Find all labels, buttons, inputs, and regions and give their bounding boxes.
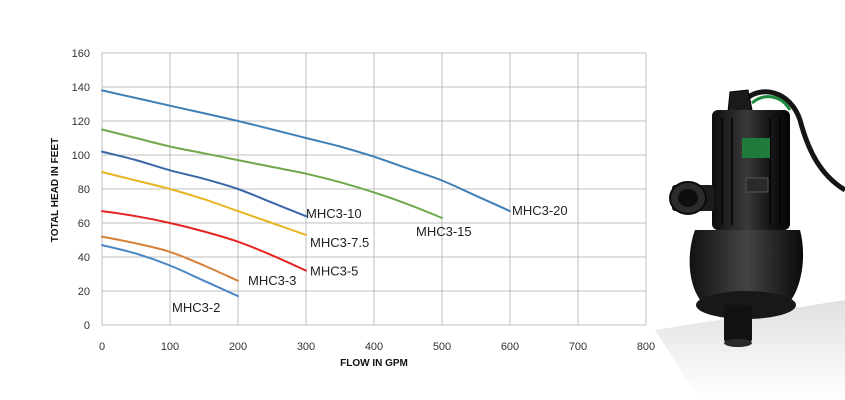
series-label-mhc3-15: MHC3-15 <box>416 224 472 239</box>
y-tick-label: 40 <box>78 252 90 264</box>
series-label-mhc3-2: MHC3-2 <box>172 300 220 315</box>
series-lines <box>101 89 511 298</box>
y-tick-label: 60 <box>78 218 90 230</box>
y-tick-label: 140 <box>72 82 90 94</box>
series-label-mhc3-10: MHC3-10 <box>306 206 362 221</box>
y-tick-label: 20 <box>78 286 90 298</box>
series-line-mhc3-20 <box>101 89 511 213</box>
x-tick-label: 300 <box>297 341 315 353</box>
series-line-mhc3-5 <box>101 210 307 272</box>
y-tick-label: 80 <box>78 184 90 196</box>
series-line-mhc3-2 <box>101 244 239 298</box>
series-line-mhc3-3 <box>101 235 239 282</box>
plot-frame <box>101 52 647 326</box>
y-axis-ticks: 0 20 40 60 80 100 120 140 160 <box>72 48 90 332</box>
x-tick-label: 200 <box>229 341 247 353</box>
x-axis-ticks: 0 100 200 300 400 500 600 700 800 <box>99 341 655 353</box>
series-label-mhc3-20: MHC3-20 <box>512 203 568 218</box>
series-label-mhc3-5: MHC3-5 <box>310 264 358 279</box>
y-tick-label: 120 <box>72 116 90 128</box>
y-tick-label: 160 <box>72 48 90 60</box>
series-line-mhc3-10 <box>101 150 307 218</box>
x-tick-label: 400 <box>365 341 383 353</box>
x-axis-title: FLOW IN GPM <box>340 358 408 369</box>
series-label-mhc3-7-5: MHC3-7.5 <box>310 235 369 250</box>
submersible-pump-image <box>655 89 845 400</box>
x-tick-label: 0 <box>99 341 105 353</box>
x-tick-label: 800 <box>637 341 655 353</box>
series-label-mhc3-3: MHC3-3 <box>248 273 296 288</box>
y-tick-label: 0 <box>84 320 90 332</box>
chart-grid <box>101 52 647 326</box>
series-line-mhc3-15 <box>101 128 443 219</box>
x-tick-label: 500 <box>433 341 451 353</box>
y-axis-title: TOTAL HEAD IN FEET <box>50 138 61 242</box>
x-tick-label: 100 <box>161 341 179 353</box>
series-line-mhc3-7-5 <box>101 171 307 236</box>
y-tick-label: 100 <box>72 150 90 162</box>
x-tick-label: 600 <box>501 341 519 353</box>
x-tick-label: 700 <box>569 341 587 353</box>
series-labels: MHC3-2 MHC3-3 MHC3-5 MHC3-7.5 MHC3-10 MHC3-15… <box>172 203 568 315</box>
